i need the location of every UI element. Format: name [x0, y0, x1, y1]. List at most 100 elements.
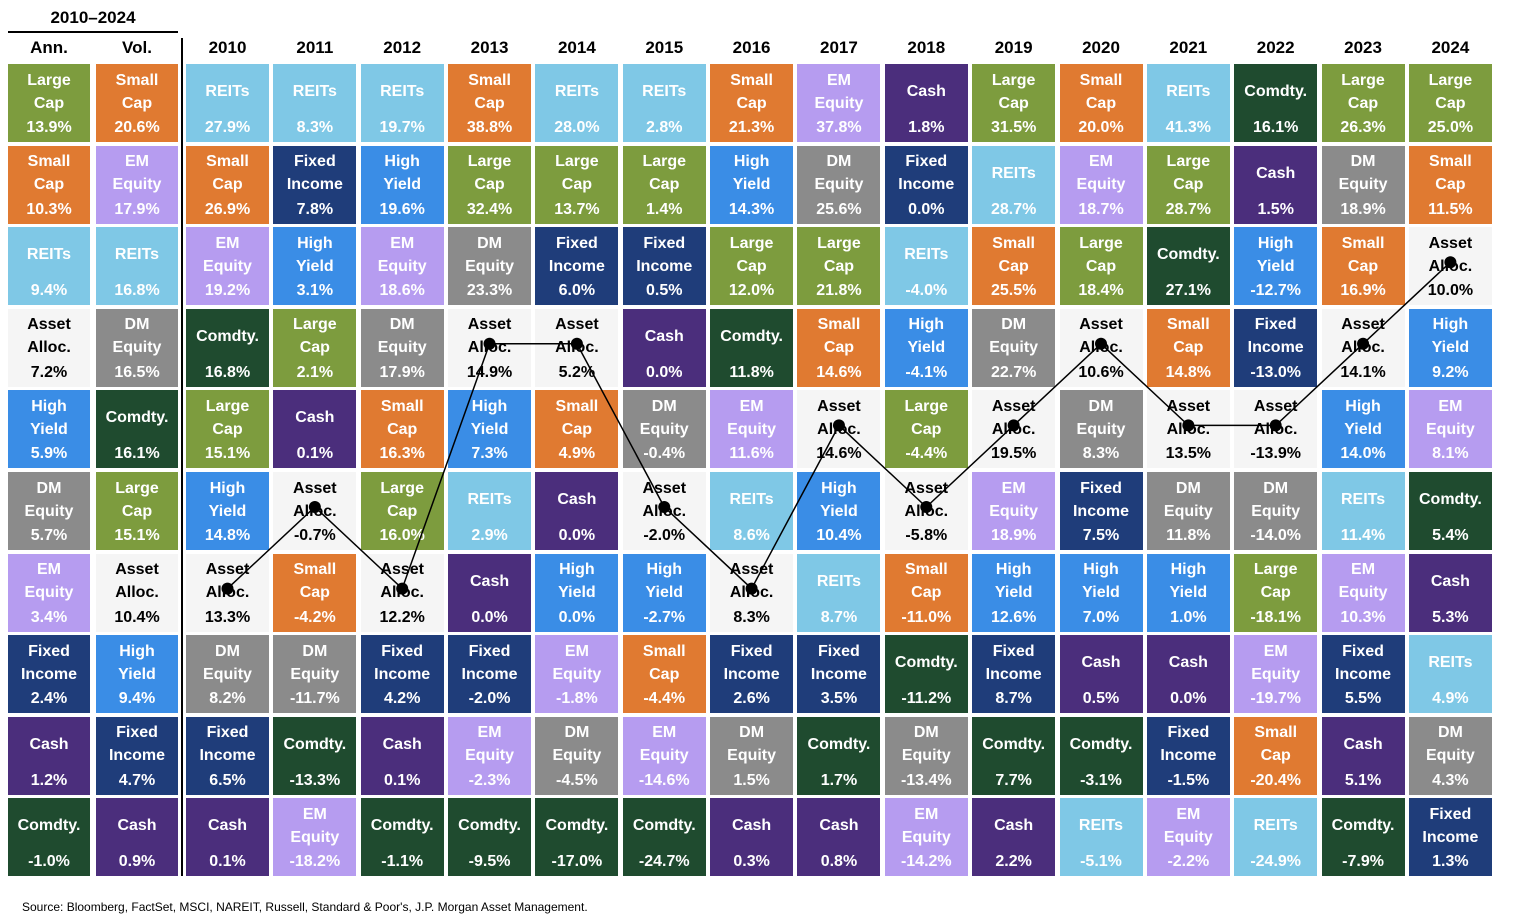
asset-cell: Comdty. -13.3% [273, 716, 357, 795]
asset-cell: DM Equity 1.5% [710, 716, 794, 795]
asset-return: 20.0% [1078, 119, 1124, 136]
asset-cell: REITs 19.7% [360, 64, 444, 142]
asset-cell: DM Equity -13.4% [884, 716, 968, 795]
asset-name: Asset Alloc. [1166, 397, 1211, 438]
asset-return: 5.3% [1432, 608, 1469, 626]
asset-name: Small Cap [1167, 316, 1210, 357]
asset-return: 8.6% [733, 527, 770, 544]
asset-return: -1.0% [28, 853, 70, 871]
asset-name: Cash [382, 735, 422, 753]
column-header: 2012 [383, 38, 422, 57]
asset-name: EM Equity [24, 561, 74, 602]
asset-return: 13.7% [554, 200, 600, 218]
asset-cell: EM Equity -2.2% [1146, 798, 1230, 877]
asset-name: Comdty. [545, 817, 609, 835]
asset-return: -24.9% [1250, 853, 1302, 871]
asset-name: Comdty. [982, 735, 1046, 753]
asset-name: EM Equity [1251, 642, 1301, 683]
asset-return: 4.3% [1432, 771, 1469, 789]
asset-cell: Asset Alloc. 14.1% [1321, 308, 1405, 387]
asset-cell: REITs 41.3% [1146, 64, 1230, 142]
asset-cell: DM Equity 4.3% [1408, 716, 1492, 795]
asset-name: EM Equity [377, 234, 427, 275]
asset-name: DM Equity [465, 234, 514, 275]
asset-name: Cash [819, 817, 859, 835]
asset-name: Asset Alloc. [555, 316, 599, 357]
separator [181, 38, 183, 876]
asset-return: 15.1% [204, 445, 251, 463]
asset-return: 27.9% [204, 119, 251, 136]
asset-return: 3.1% [296, 282, 334, 300]
asset-name: REITs [816, 572, 862, 590]
asset-cell: DM Equity 8.3% [1059, 390, 1143, 469]
asset-name: DM Equity [552, 724, 602, 765]
asset-return: 9.4% [118, 690, 156, 708]
asset-cell: REITs -5.1% [1059, 798, 1143, 877]
asset-cell: Fixed Income 4.7% [96, 716, 178, 795]
asset-name: Large Cap [1166, 153, 1211, 194]
asset-return: 38.8% [466, 119, 513, 136]
asset-return: -18.2% [289, 853, 341, 871]
asset-return: 2.4% [30, 690, 68, 708]
asset-return: 1.2% [30, 771, 68, 789]
asset-return: -1.8% [555, 690, 598, 708]
asset-cell: DM Equity 11.8% [1146, 472, 1230, 550]
asset-cell: DM Equity -0.4% [622, 390, 706, 469]
asset-cell: Asset Alloc. 10.0% [1408, 227, 1492, 306]
asset-name: Cash [469, 572, 510, 590]
asset-cell: Fixed Income 6.0% [535, 227, 619, 306]
column-header: 2017 [820, 38, 858, 57]
asset-name: REITs [1428, 654, 1473, 672]
asset-name: Large Cap [115, 479, 159, 520]
asset-cell: EM Equity -19.7% [1234, 635, 1318, 714]
asset-name: Comdty. [283, 735, 347, 753]
asset-cell: Asset Alloc. 14.6% [797, 390, 881, 469]
asset-cell: High Yield 12.6% [972, 553, 1056, 632]
asset-cell: Fixed Income 7.8% [273, 145, 357, 224]
asset-name: Cash [207, 817, 248, 835]
asset-cell: High Yield 10.4% [797, 472, 881, 550]
asset-cell: EM Equity 18.9% [972, 472, 1056, 550]
asset-name: EM Equity [901, 805, 951, 846]
asset-return: 13.3% [204, 608, 251, 626]
asset-name: DM Equity [639, 397, 689, 438]
asset-cell: EM Equity 17.9% [96, 145, 178, 224]
asset-return: 18.6% [379, 282, 425, 300]
asset-cell: Comdty. 1.7% [797, 716, 881, 795]
asset-cell: Fixed Income 7.5% [1059, 472, 1143, 550]
asset-return: 16.5% [114, 363, 160, 381]
asset-name: High Yield [994, 561, 1033, 602]
asset-name: Fixed Income [374, 642, 431, 683]
asset-return: 4.9% [558, 445, 596, 463]
asset-return: 10.4% [816, 527, 862, 544]
asset-cell: EM Equity -14.6% [622, 716, 706, 795]
asset-name: EM Equity [1076, 153, 1126, 194]
asset-return: 11.6% [729, 445, 774, 463]
asset-return: -13.3% [289, 771, 341, 789]
asset-name: REITs [554, 83, 599, 100]
asset-name: EM Equity [1338, 561, 1388, 602]
asset-return: 14.8% [204, 527, 251, 544]
asset-cell: Comdty. 11.8% [710, 308, 794, 387]
asset-name: High Yield [645, 561, 684, 602]
asset-name: Fixed Income [1422, 805, 1479, 846]
asset-name: DM Equity [24, 479, 74, 520]
asset-return: -14.2% [900, 853, 952, 871]
asset-return: -5.8% [905, 527, 948, 544]
asset-name: Fixed Income [1072, 479, 1129, 520]
asset-cell: Comdty. -1.0% [8, 798, 90, 877]
asset-return: 1.7% [820, 771, 858, 789]
asset-name: Small Cap [730, 71, 773, 112]
asset-cell: Small Cap 21.3% [710, 64, 794, 142]
asset-cell: Cash 0.0% [622, 308, 706, 387]
asset-return: 14.3% [728, 200, 775, 218]
asset-cell: REITs 27.9% [186, 64, 269, 142]
asset-name: Cash [557, 491, 597, 508]
asset-cell: Asset Alloc. 12.2% [360, 553, 444, 632]
asset-name: Fixed Income [108, 724, 165, 765]
asset-cell: Asset Alloc. 19.5% [972, 390, 1056, 469]
asset-return: -2.0% [468, 690, 511, 708]
asset-return: -4.2% [293, 608, 336, 626]
asset-return: 18.4% [1078, 282, 1124, 300]
asset-cell: Fixed Income 6.5% [186, 716, 269, 795]
